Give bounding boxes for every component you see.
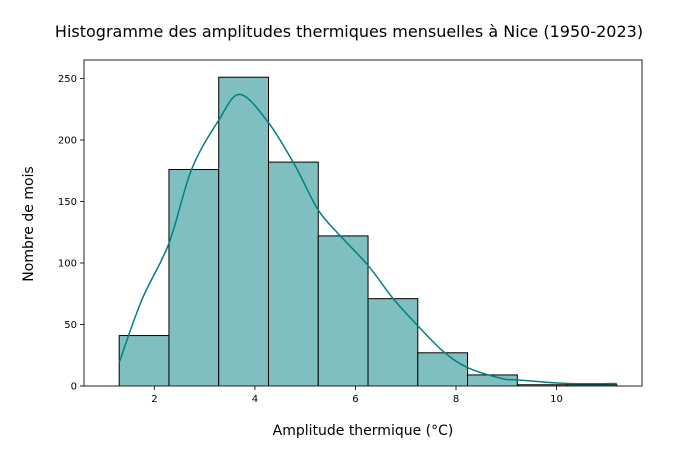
y-axis-ticks: 0 50 100 150 200 250 bbox=[58, 74, 84, 393]
y-tick-label: 50 bbox=[64, 320, 77, 331]
y-tick-label: 100 bbox=[58, 258, 77, 269]
histogram-bar bbox=[317, 235, 369, 387]
x-tick-label: 4 bbox=[252, 394, 258, 405]
y-tick-label: 0 bbox=[71, 382, 77, 393]
histogram-bar bbox=[218, 76, 269, 387]
histogram-bar bbox=[417, 352, 469, 387]
histogram-bar bbox=[367, 298, 419, 387]
x-tick-label: 2 bbox=[151, 394, 157, 405]
y-tick-label: 250 bbox=[58, 74, 77, 85]
histogram-bars bbox=[118, 76, 618, 387]
y-tick-label: 200 bbox=[58, 135, 77, 146]
x-axis-ticks: 2 4 6 8 10 bbox=[151, 386, 563, 405]
histogram-bar bbox=[118, 335, 170, 387]
kde-curve bbox=[118, 93, 617, 385]
x-axis-label: Amplitude thermique (°C) bbox=[272, 423, 454, 439]
axes-frame bbox=[83, 59, 643, 387]
chart-title: Histogramme des amplitudes thermiques me… bbox=[54, 22, 644, 41]
y-tick-label: 150 bbox=[58, 197, 77, 208]
x-tick-label: 10 bbox=[550, 394, 563, 405]
x-tick-label: 6 bbox=[352, 394, 358, 405]
histogram-bar bbox=[168, 168, 220, 387]
x-tick-label: 8 bbox=[453, 394, 459, 405]
